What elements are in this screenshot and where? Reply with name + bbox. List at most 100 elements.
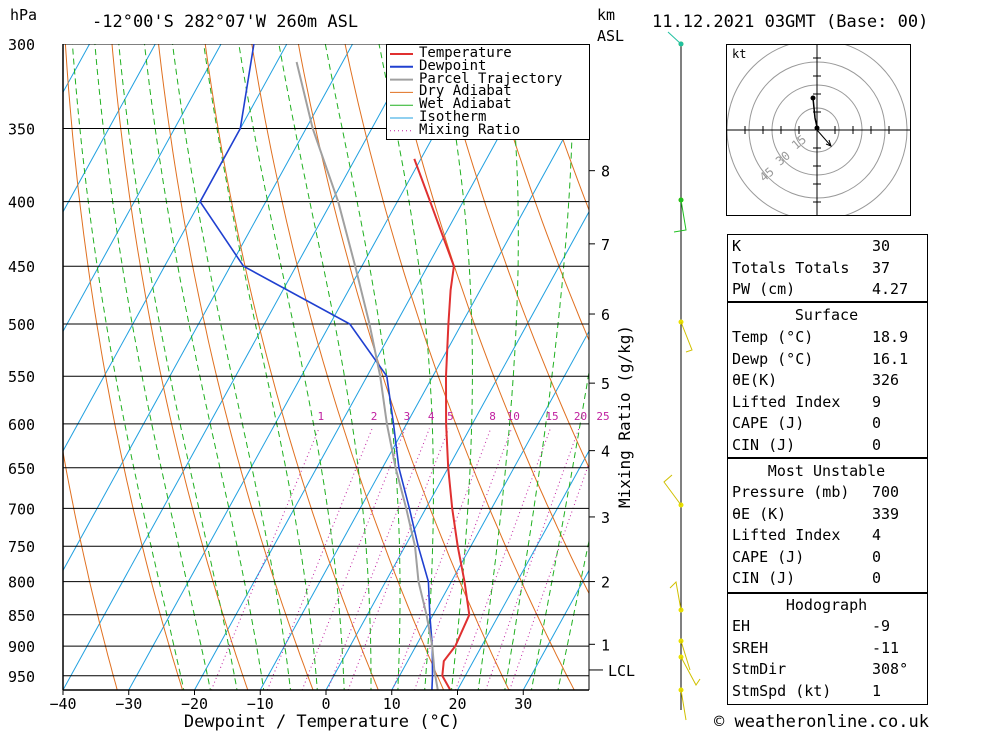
wet-adiabat-line [378, 44, 434, 690]
isotherm-line [63, 44, 353, 572]
pressure-tick-label: 800 [8, 574, 35, 592]
isotherm-line [259, 91, 589, 690]
index-value: 4.27 [872, 280, 909, 298]
x-tick-label: −20 [181, 695, 208, 713]
index-value: 326 [872, 371, 900, 389]
index-row: K 30 [728, 236, 926, 258]
parcel-trajectory-series-line [295, 61, 439, 690]
index-label: θE (K) [732, 504, 787, 523]
pressure-tick-label: 850 [8, 607, 35, 625]
index-label: Lifted Index [732, 392, 841, 411]
wind-barb [680, 689, 687, 721]
x-tick-label: −30 [115, 695, 142, 713]
legend-entry: Dewpoint [419, 57, 487, 74]
mixing-ratio-axis-label: Mixing Ratio (g/kg) [615, 324, 634, 508]
isotherm-line [63, 44, 90, 94]
hodograph-point [810, 95, 816, 101]
hodograph-trace [812, 97, 818, 128]
wet-adiabat-line [477, 44, 519, 690]
index-label: CIN (J) [732, 569, 796, 587]
indices-top-table: K 30 Totals Totals 37 PW (cm) 4.27 [728, 236, 926, 301]
isotherm-line [522, 569, 589, 690]
legend-entry: Wet Adiabat [419, 96, 512, 113]
legend-entry: Parcel Trajectory [419, 70, 563, 87]
skewt-chart: 1 2 3 4 5 8 10 15 20 2530035040045050055060065070… [0, 36, 635, 732]
lcl-label: LCL [608, 662, 635, 680]
legend-entry: Temperature [419, 45, 512, 61]
km-tick-label: 3 [601, 509, 610, 527]
wet-adiabat-line [118, 44, 238, 690]
dry-adiabat-line [111, 44, 249, 690]
hodograph-index-box [727, 593, 928, 705]
hodograph-panel: 15 30 45 kt [726, 39, 911, 221]
wet-adiabat-line [439, 44, 473, 690]
x-tick-label: 10 [383, 695, 401, 713]
chart-legend: Temperature Dewpoint Parcel Trajectory Dry … [386, 44, 590, 140]
km-tick-label: 1 [601, 636, 610, 654]
wind-barb [680, 656, 701, 686]
mixing-ratio-label: 2 [371, 410, 378, 423]
wet-adiabat-line [238, 44, 345, 690]
wet-adiabat-line [71, 44, 185, 690]
wind-profile [663, 31, 701, 721]
surface-box [727, 302, 928, 458]
index-row: Temp (°C) 18.9 [728, 327, 926, 349]
x-axis-title: Dewpoint / Temperature (°C) [184, 712, 460, 732]
location-title: -12°00'S 282°07'W 260m ASL [92, 12, 359, 32]
index-value: 0 [872, 435, 882, 454]
pressure-tick-label: 300 [8, 36, 35, 54]
x-tick-label: 30 [514, 695, 532, 713]
most-unstable-table: Pressure (mb) 700 θE (K) 339 Lifted Index 4 CA… [728, 482, 926, 590]
isotherm-line [63, 44, 419, 690]
pressure-tick-label: 700 [8, 500, 35, 518]
index-label: Lifted Index [732, 526, 841, 544]
copyright-link[interactable]: © weatheronline.co.uk [714, 712, 929, 732]
index-label: Dewp (°C) [732, 349, 814, 368]
hodograph-index-table: EH -9 SREH -11 StmDir 308° StmSpd (kt) 1 [728, 616, 926, 702]
km-tick-label: 8 [601, 163, 610, 181]
index-label: CAPE (J) [732, 414, 805, 432]
index-row: CAPE (J) 0 [728, 413, 926, 435]
x-tick-label: −40 [49, 695, 76, 713]
wet-adiabat-line [94, 44, 211, 690]
index-value: 700 [872, 483, 900, 501]
most-unstable-title: Most Unstable [767, 462, 886, 480]
mixing-ratio-label: 25 [596, 410, 609, 423]
isotherm-line [63, 44, 156, 213]
index-row: Lifted Index 4 [728, 525, 926, 547]
surface-title: Surface [794, 306, 859, 324]
index-row: SREH -11 [728, 638, 926, 660]
index-value: -9 [872, 617, 891, 635]
storm-motion-arrow [816, 129, 832, 147]
pressure-tick-label: 600 [8, 416, 35, 434]
km-tick-label: 6 [601, 306, 610, 324]
isotherm-line [63, 44, 222, 333]
index-row: Dewp (°C) 16.1 [728, 349, 926, 371]
isotherm-line [0, 44, 24, 690]
index-row: StmSpd (kt) 1 [728, 681, 926, 703]
index-label: Temp (°C) [732, 328, 814, 346]
index-label: CIN (J) [732, 435, 796, 454]
wet-adiabat-line [203, 44, 318, 690]
index-row: PW (cm) 4.27 [728, 279, 926, 301]
index-row: CAPE (J) 0 [728, 547, 926, 569]
isotherm-line [391, 330, 589, 690]
mixing-ratio-label: 10 [507, 410, 520, 423]
index-row: CIN (J) 0 [728, 435, 926, 457]
index-label: Totals Totals [732, 258, 850, 277]
wind-barb [680, 321, 693, 353]
index-label: StmDir [732, 660, 787, 678]
temperature-series-line [413, 158, 471, 690]
hodograph-index-title: Hodograph [785, 596, 868, 614]
mixing-ratio-label: 1 [317, 410, 324, 423]
legend-swatches [390, 53, 413, 132]
km-tick-label: 7 [601, 236, 610, 254]
mixing-ratio-line [266, 428, 373, 690]
index-value: -11 [872, 638, 900, 657]
legend-entry: Isotherm [419, 109, 487, 125]
pressure-tick-label: 900 [8, 638, 35, 656]
index-value: 1 [872, 681, 882, 700]
index-label: K [732, 237, 742, 255]
pressure-tick-label: 750 [8, 538, 35, 556]
wet-adiabat-line [504, 44, 574, 690]
